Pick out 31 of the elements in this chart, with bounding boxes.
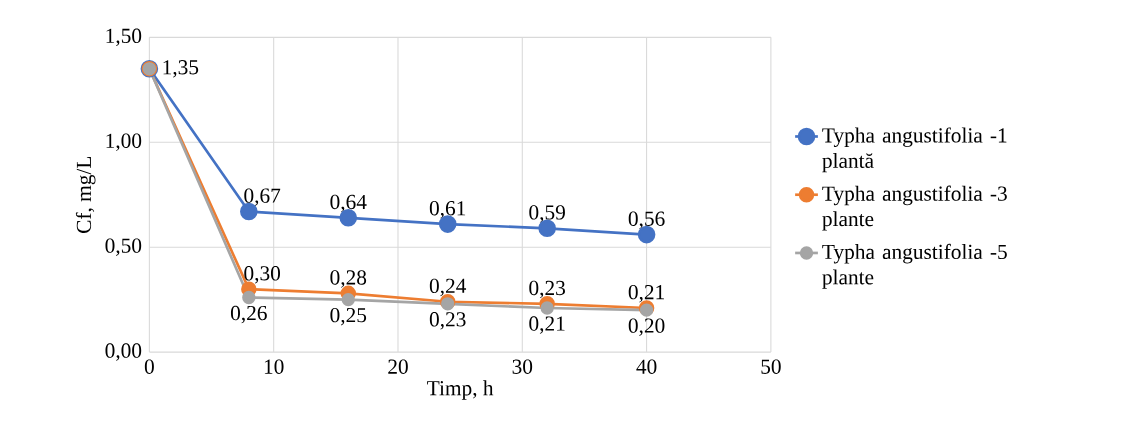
data-label: 0,26 (230, 305, 267, 324)
data-label: 0,28 (330, 270, 367, 288)
data-label: 0,24 (429, 278, 467, 296)
legend-label: Typha angustifolia -5 plante (822, 243, 1007, 289)
y-tick-label: 1,50 (106, 28, 142, 46)
data-label: 0,23 (429, 311, 466, 330)
x-axis-title: Timp, h (427, 380, 494, 400)
x-tick-label: 0 (144, 359, 154, 374)
data-label: 0,56 (628, 211, 665, 229)
data-label: 0,61 (429, 200, 466, 219)
y-tick-label: 0,50 (105, 238, 142, 256)
legend-label: Typha angustifolia -1 plantă (822, 127, 1007, 173)
data-label: 0,21 (529, 316, 565, 334)
data-label: 0,21 (628, 284, 664, 303)
data-label: 1,35 (163, 59, 199, 78)
x-tick-label: 40 (636, 359, 657, 374)
y-axis-title: Cf, mg/L (75, 156, 96, 233)
data-label: 0,59 (529, 205, 565, 223)
y-tick-label: 0,00 (105, 343, 142, 361)
x-tick-label: 20 (388, 359, 408, 374)
data-label: 0,25 (330, 307, 367, 326)
data-label: 0,20 (628, 318, 665, 336)
data-label: 0,23 (529, 280, 565, 299)
x-tick-label: 10 (264, 359, 284, 374)
data-label: 0,30 (244, 265, 281, 284)
data-label: 0,67 (244, 188, 281, 206)
data-label: 0,64 (330, 194, 367, 212)
y-tick-label: 1,00 (106, 133, 142, 151)
x-tick-label: 30 (512, 359, 533, 374)
legend-label: Typha angustifolia -3 plante (822, 185, 1007, 231)
x-tick-label: 50 (761, 359, 781, 374)
